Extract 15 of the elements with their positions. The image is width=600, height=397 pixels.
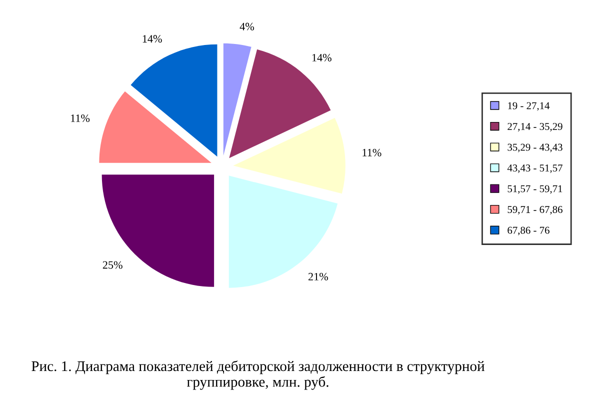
legend-label: 43,43 - 51,57 (507, 164, 562, 174)
data-label: 25% (102, 261, 122, 269)
legend-label: 35,29 - 43,43 (508, 144, 562, 152)
legend-label: 19 - 27,14 (508, 102, 550, 111)
data-label: 4% (240, 22, 254, 30)
legend-label: 51,57 - 59,71 (508, 185, 562, 194)
legend-label: 67,86 - 76 (508, 226, 550, 236)
data-label: 21% (308, 272, 328, 280)
data-label: 14% (142, 35, 162, 43)
legend-label: 27,14 - 35,29 (508, 123, 562, 132)
data-label: 14% (312, 54, 332, 62)
text: Рис. 1. Диаграма показателей дебиторской задолженности в структурной группировке, млн. руб. (32, 360, 484, 390)
data-label: 11% (362, 148, 382, 156)
data-label: 11% (71, 114, 90, 122)
legend-label: 59,71 - 67,86 (508, 206, 562, 215)
